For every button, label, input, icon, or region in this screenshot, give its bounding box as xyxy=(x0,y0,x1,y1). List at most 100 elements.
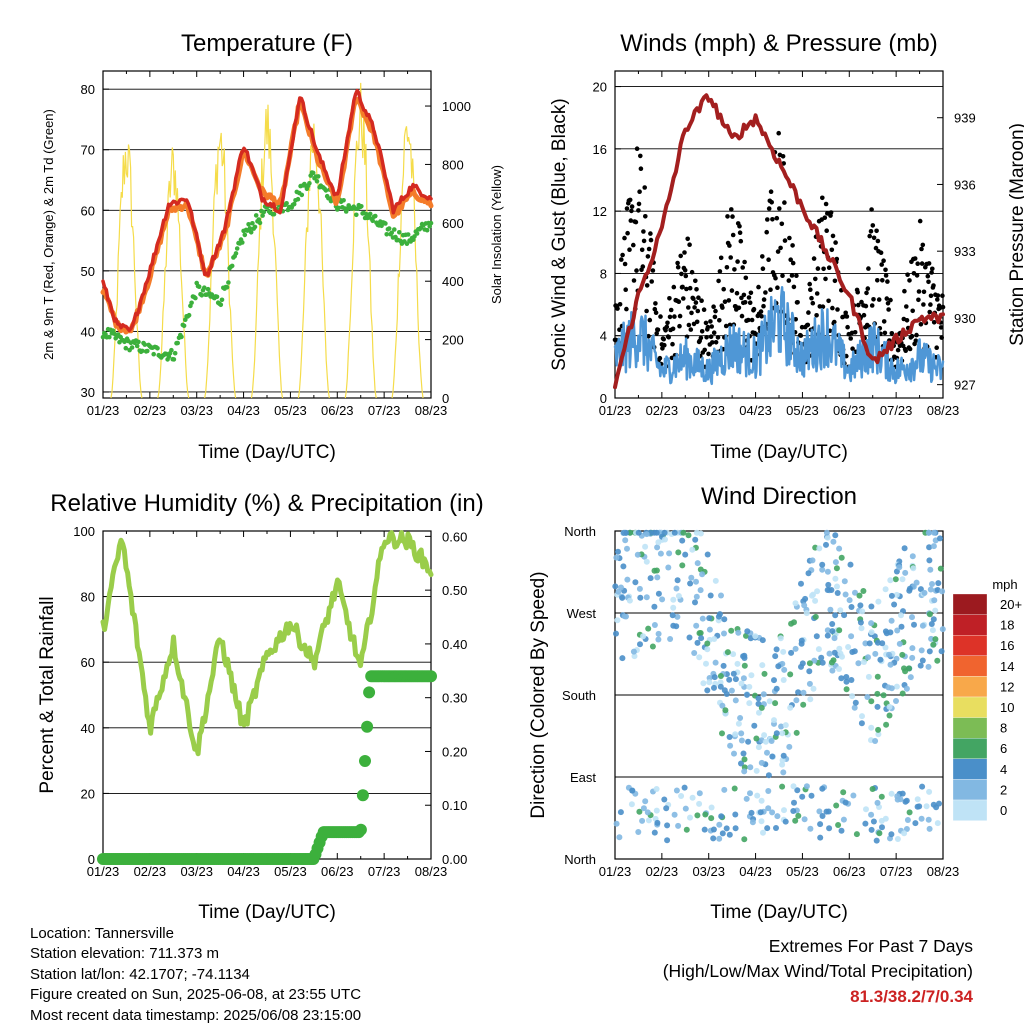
direction-point xyxy=(926,825,933,832)
direction-point xyxy=(715,613,722,620)
direction-point xyxy=(799,660,806,667)
direction-point xyxy=(613,820,620,827)
gust-point xyxy=(675,264,681,270)
direction-point xyxy=(768,738,775,744)
humidity-title: Relative Humidity (%) & Precipitation (i… xyxy=(50,490,483,517)
gust-point xyxy=(640,264,646,269)
direction-point xyxy=(878,793,885,800)
direction-point xyxy=(629,787,636,794)
gust-point xyxy=(884,296,890,301)
direction-point xyxy=(762,738,769,745)
direction-point xyxy=(651,603,658,610)
direction-point xyxy=(743,795,750,802)
direction-point xyxy=(711,636,718,642)
temperature-ytick-label: 70 xyxy=(81,143,95,158)
direction-point xyxy=(759,662,766,669)
direction-point xyxy=(718,813,725,820)
direction-point xyxy=(901,830,908,837)
direction-point xyxy=(719,730,725,737)
gust-point xyxy=(661,336,666,342)
direction-point xyxy=(826,650,833,657)
gust-point xyxy=(917,218,923,224)
direction-point xyxy=(815,646,822,653)
precip-point xyxy=(425,670,437,683)
extremes-box: Extremes For Past 7 Days (High/Low/Max W… xyxy=(663,934,973,1009)
direction-point xyxy=(926,611,933,618)
temperature-title: Temperature (F) xyxy=(181,30,353,57)
dewpoint-point xyxy=(175,340,180,346)
direction-point xyxy=(673,787,680,794)
direction-point xyxy=(838,827,845,834)
gust-point xyxy=(914,273,920,278)
dewpoint-point xyxy=(151,351,156,357)
legend-label: 4 xyxy=(1000,762,1007,777)
gust-point xyxy=(779,221,785,227)
gust-point xyxy=(681,296,686,301)
direction-point xyxy=(862,640,869,647)
direction-point xyxy=(755,695,762,702)
direction-point xyxy=(723,825,730,832)
direction-point xyxy=(936,800,942,807)
gust-point xyxy=(845,324,850,330)
gust-point xyxy=(662,342,667,348)
direction-point xyxy=(696,790,703,797)
dewpoint-point xyxy=(140,348,145,354)
direction-point xyxy=(919,657,926,664)
dewpoint-point xyxy=(383,221,388,226)
gust-point xyxy=(704,335,709,340)
station-location: Location: Tannersville xyxy=(30,925,174,942)
direction-point xyxy=(886,703,893,710)
gust-point xyxy=(934,345,939,351)
direction-point xyxy=(751,722,758,729)
dewpoint-point xyxy=(240,240,245,245)
direction-point xyxy=(937,565,944,572)
direction-point xyxy=(698,635,705,642)
direction-point xyxy=(806,660,813,667)
direction-point xyxy=(704,551,711,558)
direction-point xyxy=(868,724,875,731)
direction-point xyxy=(819,561,826,568)
gust-point xyxy=(919,246,924,252)
direction-point xyxy=(740,750,747,757)
direction-point xyxy=(738,760,744,767)
gust-point xyxy=(830,305,835,311)
direction-point xyxy=(716,835,723,842)
dewpoint-point xyxy=(253,213,259,218)
gust-point xyxy=(711,304,716,310)
direction-point xyxy=(671,811,678,818)
dewpoint-point xyxy=(172,350,178,356)
gust-point xyxy=(777,206,782,211)
gust-point xyxy=(879,262,884,267)
direction-point xyxy=(868,629,875,636)
gust-point xyxy=(647,317,653,323)
direction-point xyxy=(907,674,914,681)
humidity-ytick-right-label: 0.20 xyxy=(442,744,467,759)
direction-point xyxy=(765,805,772,812)
gust-point xyxy=(835,307,840,312)
winds-title: Winds (mph) & Pressure (mb) xyxy=(620,30,937,57)
direction-point xyxy=(653,807,660,814)
direction-point xyxy=(772,700,779,707)
direction-point xyxy=(851,704,858,711)
gust-point xyxy=(706,351,711,357)
gust-point xyxy=(832,278,838,284)
gust-point xyxy=(798,333,804,338)
gust-point xyxy=(734,290,740,296)
direction-point xyxy=(748,672,755,679)
direction-point xyxy=(808,792,815,799)
direction-point xyxy=(926,788,933,795)
temperature-xtick-label: 02/23 xyxy=(134,403,167,418)
direction-point xyxy=(706,626,713,633)
direction-point xyxy=(781,807,787,814)
dewpoint-point xyxy=(359,204,364,209)
gust-point xyxy=(628,218,634,223)
direction-point xyxy=(657,550,664,557)
direction-point xyxy=(887,661,894,668)
direction-point xyxy=(732,676,739,683)
gust-point xyxy=(677,313,683,319)
gust-point xyxy=(814,291,820,296)
gust-point xyxy=(761,297,767,302)
direction-point xyxy=(673,585,680,592)
direction-point xyxy=(919,622,926,629)
gust-point xyxy=(829,247,835,253)
